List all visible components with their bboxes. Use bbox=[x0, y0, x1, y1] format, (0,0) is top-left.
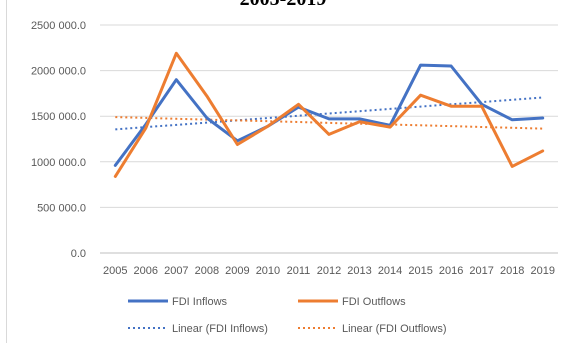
series-line-1 bbox=[113, 51, 545, 178]
x-tick-label: 2005 bbox=[103, 265, 127, 277]
y-tick-label: 2000 000.0 bbox=[31, 66, 86, 78]
legend-label: Linear (FDI Inflows) bbox=[172, 323, 268, 335]
x-tick-label: 2009 bbox=[225, 265, 249, 277]
legend-label: FDI Inflows bbox=[172, 296, 228, 308]
x-tick-label: 2018 bbox=[500, 265, 524, 277]
y-tick-label: 2500 000.0 bbox=[31, 20, 86, 32]
x-tick-label: 2008 bbox=[195, 265, 219, 277]
x-tick-label: 2012 bbox=[317, 265, 341, 277]
y-axis-ticks: 0.0 500 000.0 1000 000.0 1500 000.0 2000 000… bbox=[31, 20, 86, 260]
legend-label: FDI Outflows bbox=[342, 296, 406, 308]
series-lines bbox=[113, 51, 545, 178]
x-tick-label: 2010 bbox=[256, 265, 280, 277]
chart-title: 2005-2019 bbox=[0, 0, 566, 11]
series-line-0 bbox=[113, 63, 545, 167]
y-tick-label: 500 000.0 bbox=[37, 202, 86, 214]
x-tick-label: 2014 bbox=[378, 265, 402, 277]
x-axis-ticks: 2005 2006 2007 2008 2009 2010 2011 2012 2013 2014… bbox=[103, 265, 555, 277]
x-tick-label: 2006 bbox=[134, 265, 158, 277]
series-line-3 bbox=[115, 116, 543, 130]
y-tick-label: 1500 000.0 bbox=[31, 111, 86, 123]
legend: FDI Inflows FDI Outflows Linear (FDI Inflo… bbox=[128, 296, 447, 335]
x-tick-label: 2017 bbox=[469, 265, 493, 277]
x-tick-label: 2011 bbox=[287, 265, 311, 277]
chart-border bbox=[6, 0, 7, 343]
series-line-2 bbox=[115, 96, 543, 131]
x-tick-label: 2013 bbox=[347, 265, 371, 277]
y-tick-label: 0.0 bbox=[71, 248, 86, 260]
x-tick-label: 2007 bbox=[164, 265, 188, 277]
x-tick-label: 2016 bbox=[439, 265, 463, 277]
x-tick-label: 2015 bbox=[408, 265, 432, 277]
legend-label: Linear (FDI Outflows) bbox=[342, 323, 447, 335]
gridlines bbox=[100, 24, 558, 254]
x-tick-label: 2019 bbox=[530, 265, 554, 277]
y-tick-label: 1000 000.0 bbox=[31, 157, 86, 169]
